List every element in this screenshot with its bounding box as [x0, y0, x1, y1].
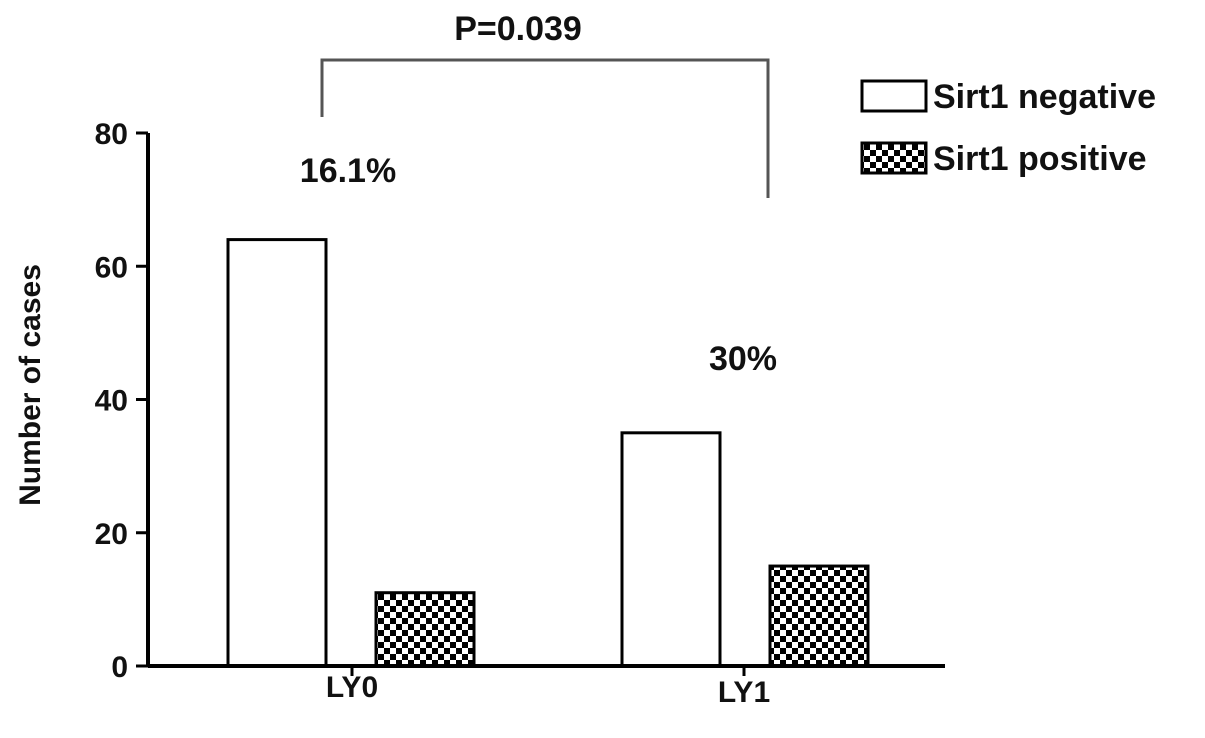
y-tick-label: 0 [111, 651, 128, 684]
y-tick-label: 60 [95, 251, 128, 284]
y-tick-label: 20 [95, 518, 128, 551]
legend-swatch-sirt1-negative [860, 79, 928, 113]
y-ticks-group: 0 20 40 60 80 [95, 118, 148, 684]
bar-ly0-sirt1-positive [374, 591, 476, 668]
significance-bracket [320, 58, 770, 198]
p-value-label: P=0.039 [454, 10, 582, 48]
y-axis-label: Number of cases [14, 264, 47, 506]
x-ticks-group: LY0 LY1 [326, 666, 770, 709]
legend-swatch-sirt1-positive [860, 141, 928, 175]
y-tick-label: 80 [95, 118, 128, 151]
x-category-label-ly0: LY0 [326, 671, 378, 704]
percent-label-ly1: 30% [709, 340, 777, 378]
legend: Sirt1 negative Sirt1 positive [860, 78, 1156, 178]
bar-ly1-sirt1-negative [620, 431, 722, 668]
bars-group [226, 238, 870, 668]
legend-label-sirt1-negative: Sirt1 negative [933, 78, 1156, 116]
percent-label-ly0: 16.1% [300, 152, 396, 190]
x-category-label-ly1: LY1 [718, 676, 770, 709]
y-tick-label: 40 [95, 385, 128, 418]
legend-label-sirt1-positive: Sirt1 positive [933, 140, 1147, 178]
bar-ly1-sirt1-positive [768, 564, 870, 668]
bar-ly0-sirt1-negative [226, 238, 328, 668]
